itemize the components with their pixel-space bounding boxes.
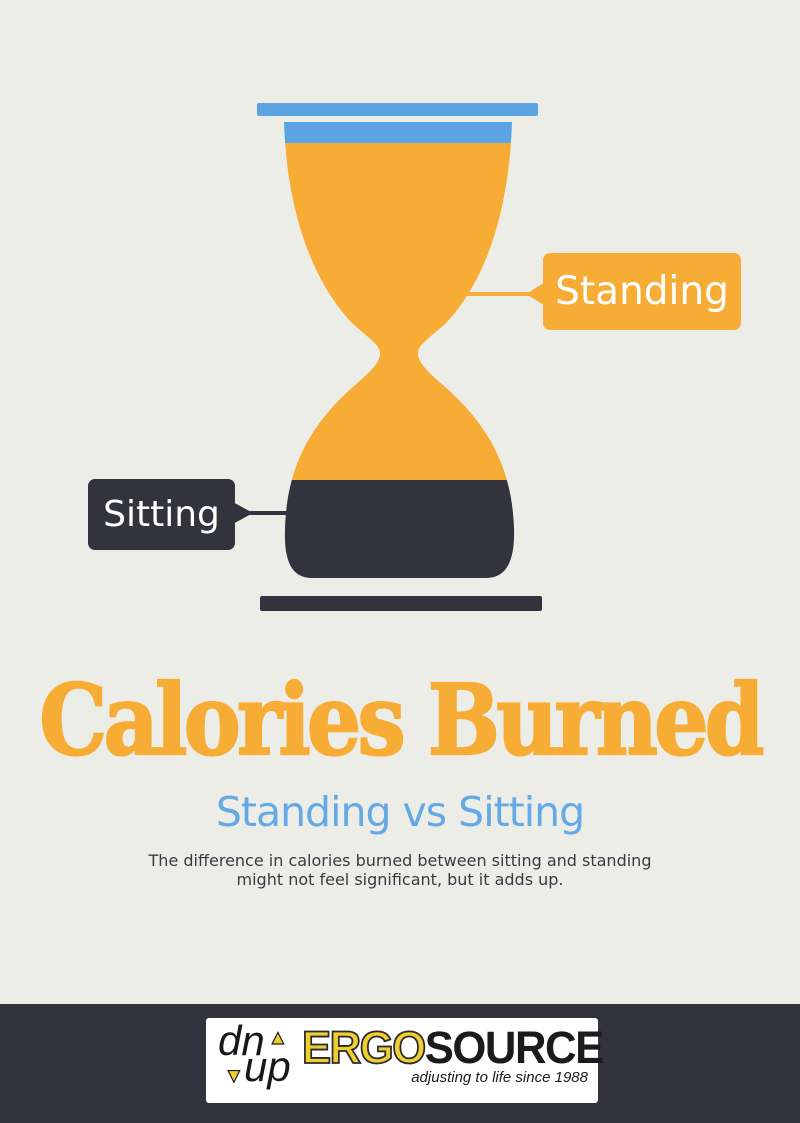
standing-callout-label: Standing bbox=[555, 269, 729, 314]
logo-up-text: up bbox=[244, 1043, 291, 1090]
hourglass-top-cap bbox=[257, 103, 538, 116]
logo-wordmark: ERGOSOURCE adjusting to life since 1988 bbox=[301, 1022, 604, 1087]
logo-ergo-text: ERGO bbox=[301, 1022, 427, 1073]
hourglass-standing-sand bbox=[284, 143, 515, 480]
description-line-2: might not feel significant, but it adds … bbox=[236, 870, 564, 889]
standing-leader-line bbox=[450, 281, 547, 307]
poster-subtitle: Standing vs Sitting bbox=[215, 788, 585, 836]
dnup-logo-icon: dn ▲ up ▼ bbox=[216, 1020, 302, 1094]
up-triangle-icon: ▲ bbox=[267, 1027, 288, 1049]
poster-description: The difference in calories burned betwee… bbox=[0, 851, 800, 889]
ergosource-logo: dn ▲ up ▼ ERGOSOURCE adjusting to life s… bbox=[206, 1018, 604, 1103]
logo-tagline: adjusting to life since 1988 bbox=[411, 1069, 588, 1087]
hourglass-base bbox=[260, 596, 542, 611]
sitting-callout: Sitting bbox=[88, 479, 235, 550]
hourglass-sitting-sand bbox=[284, 480, 515, 578]
logo-source-text: SOURCE bbox=[424, 1022, 604, 1073]
logo-wordline: ERGOSOURCE bbox=[301, 1022, 604, 1073]
down-triangle-icon: ▼ bbox=[223, 1065, 244, 1087]
logo-dn-text: dn bbox=[218, 1017, 265, 1064]
poster-title: Calories Burned bbox=[38, 663, 765, 778]
standing-callout: Standing bbox=[543, 253, 741, 330]
footer-bar: dn ▲ up ▼ ERGOSOURCE adjusting to life s… bbox=[0, 1004, 800, 1123]
description-line-1: The difference in calories burned betwee… bbox=[148, 851, 652, 870]
hourglass-icon bbox=[231, 103, 547, 611]
hourglass-glass-rim bbox=[284, 122, 515, 143]
sitting-leader-line bbox=[231, 501, 299, 525]
sitting-callout-label: Sitting bbox=[103, 494, 220, 535]
